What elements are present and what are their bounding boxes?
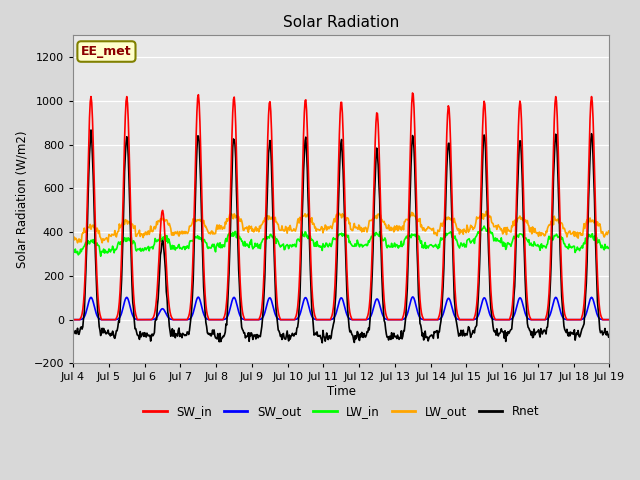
LW_in (605, 244, 613, 250)
SW_out (406, 300, 414, 306)
Rnet (79, 324, 86, 330)
LW_out (69, 237, 77, 242)
Rnet (218, 336, 225, 341)
Y-axis label: Solar Radiation (W/m2): Solar Radiation (W/m2) (15, 131, 28, 268)
Line: LW_in: LW_in (73, 226, 609, 256)
LW_in (79, 246, 86, 252)
Line: Rnet: Rnet (73, 130, 609, 343)
SW_in (409, 90, 417, 96)
Line: SW_out: SW_out (73, 297, 609, 320)
SW_in (406, 147, 414, 153)
SW_out (79, 316, 86, 322)
Title: Solar Radiation: Solar Radiation (283, 15, 399, 30)
LW_in (218, 242, 225, 248)
Rnet (424, 335, 431, 340)
Rnet (87, 127, 95, 133)
SW_out (409, 294, 417, 300)
LW_in (423, 243, 431, 249)
SW_out (423, 317, 431, 323)
LW_out (605, 229, 613, 235)
LW_in (189, 239, 197, 244)
Rnet (69, 328, 77, 334)
X-axis label: Time: Time (327, 385, 356, 398)
Rnet (318, 340, 326, 346)
Rnet (408, 144, 415, 149)
Rnet (189, 277, 197, 283)
SW_in (423, 317, 431, 323)
LW_out (189, 216, 197, 222)
SW_out (189, 312, 196, 318)
Line: SW_in: SW_in (73, 93, 609, 320)
SW_in (189, 270, 196, 276)
LW_out (483, 208, 490, 214)
SW_in (217, 317, 225, 323)
LW_out (218, 223, 225, 229)
SW_in (134, 317, 142, 323)
LW_in (480, 223, 488, 229)
Legend: SW_in, SW_out, LW_in, LW_out, Rnet: SW_in, SW_out, LW_in, LW_out, Rnet (138, 401, 544, 423)
SW_in (69, 317, 77, 323)
SW_out (134, 317, 142, 323)
Rnet (605, 332, 613, 337)
SW_in (605, 317, 613, 323)
SW_out (605, 317, 613, 323)
SW_out (217, 317, 225, 323)
LW_out (135, 229, 143, 235)
LW_out (423, 226, 431, 232)
LW_in (135, 246, 143, 252)
LW_in (97, 253, 104, 259)
LW_out (80, 230, 88, 236)
LW_in (407, 235, 415, 240)
Line: LW_out: LW_out (73, 211, 609, 243)
LW_in (69, 248, 77, 254)
SW_out (69, 317, 77, 323)
Text: EE_met: EE_met (81, 45, 132, 58)
LW_out (74, 240, 81, 246)
SW_in (79, 307, 86, 312)
Rnet (135, 334, 143, 339)
LW_out (407, 212, 415, 218)
